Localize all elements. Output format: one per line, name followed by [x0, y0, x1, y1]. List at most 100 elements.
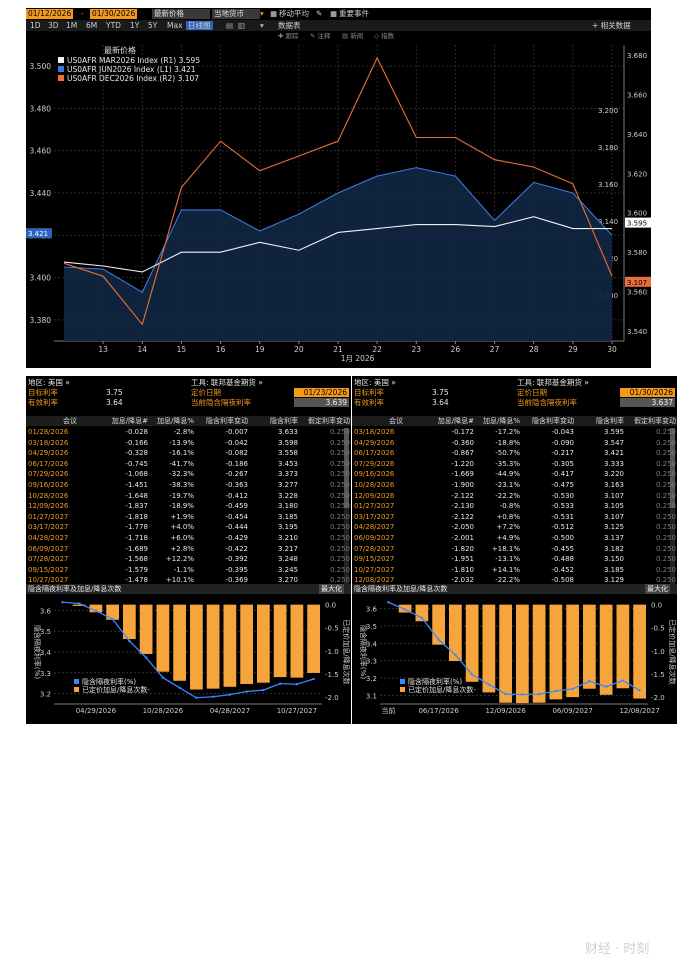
hike-bar[interactable] — [532, 604, 546, 703]
hike-bar[interactable] — [415, 604, 429, 622]
column-header[interactable]: 隐含利率变动 — [532, 417, 574, 425]
hike-bar[interactable] — [156, 604, 170, 672]
column-header[interactable]: 会议 — [63, 417, 77, 425]
table-row[interactable]: 09/15/2027 -1.951 -13.1% -0.488 3.150 0.250 — [352, 554, 677, 565]
hike-bar[interactable] — [173, 604, 186, 681]
data-table-button[interactable]: 数据表 — [278, 21, 301, 30]
maximize-button[interactable]: 最大化 — [645, 584, 670, 594]
period-button[interactable]: 6M — [86, 21, 98, 30]
table-row[interactable]: 07/29/2026 -1.068 -32.3% -0.267 3.373 0.250 — [26, 469, 351, 480]
table-row[interactable]: 12/08/2027 -2.032 -22.2% -0.508 3.129 0.250 — [352, 575, 677, 586]
field-select[interactable]: 最新价格 — [152, 9, 210, 19]
region-link[interactable]: 地区: 美国 » — [354, 378, 396, 387]
rate-point[interactable] — [387, 601, 390, 604]
rate-point[interactable] — [504, 692, 507, 696]
pricing-date-input[interactable]: 01/30/2026 — [620, 388, 675, 397]
rate-point[interactable] — [521, 693, 524, 696]
currency-select[interactable]: 当地货币 — [212, 9, 260, 19]
implied-rate-chart[interactable]: 3.2 3.3 3.4 3.5 3.6 0.0 -0.5 -1.0 -1.5 -2.0 04/29/… — [26, 594, 351, 724]
implied-rate-line[interactable] — [62, 601, 314, 699]
table-row[interactable]: 07/28/2027 -1.820 +18.1% -0.455 3.182 0.250 — [352, 544, 677, 555]
hike-bar[interactable] — [465, 604, 479, 682]
checkbox-icon[interactable]: ■ — [330, 9, 338, 18]
rate-point[interactable] — [487, 683, 491, 686]
rate-point[interactable] — [262, 688, 265, 692]
rate-point[interactable] — [420, 616, 424, 620]
hike-bar[interactable] — [106, 604, 119, 620]
series-line-mar2026[interactable] — [63, 216, 612, 273]
rate-point[interactable] — [571, 687, 574, 691]
table-row[interactable]: 10/28/2026 -1.900 -23.1% -0.475 3.163 0.250 — [352, 480, 677, 491]
rate-point[interactable] — [604, 685, 608, 688]
rate-point[interactable] — [144, 656, 148, 659]
implied-rate-line[interactable] — [388, 601, 640, 696]
start-date-input[interactable]: 01/12/2026 — [26, 9, 74, 19]
track-button[interactable]: ✚ 跟踪 — [278, 32, 299, 40]
news-button[interactable]: ▤ 新闻 — [342, 32, 364, 40]
table-row[interactable]: 09/15/2027 -1.579 -1.1% -0.395 3.245 0.250 — [26, 565, 351, 576]
rate-point[interactable] — [554, 689, 558, 693]
hike-bar[interactable] — [273, 604, 287, 678]
region-link[interactable]: 地区: 美国 » — [28, 378, 70, 387]
rate-point[interactable] — [638, 689, 641, 692]
rate-point[interactable] — [128, 639, 131, 643]
hike-bar[interactable] — [583, 604, 596, 689]
hike-bar[interactable] — [190, 604, 203, 690]
period-button[interactable]: 1Y — [130, 21, 140, 30]
rate-point[interactable] — [111, 617, 114, 621]
scrollbar[interactable] — [670, 428, 675, 584]
rate-point[interactable] — [437, 638, 440, 641]
rate-point[interactable] — [295, 683, 299, 686]
table-row[interactable]: 06/17/2026 -0.867 -50.7% -0.217 3.421 0.250 — [352, 448, 677, 459]
table-row[interactable]: 04/28/2027 -1.718 +6.0% -0.429 3.210 0.250 — [26, 533, 351, 544]
table-row[interactable]: 01/28/2026 -0.028 -2.8% -0.007 3.633 0.250 — [26, 427, 351, 438]
column-header[interactable]: 假定利率变动 — [308, 417, 350, 425]
hike-bar[interactable] — [89, 604, 103, 613]
rate-point[interactable] — [77, 602, 81, 605]
table-row[interactable]: 10/27/2027 -1.478 +10.1% -0.369 3.270 0.250 — [26, 575, 351, 586]
legend-entry[interactable]: US0AFR JUN2026 Index (L1) 3.421 — [67, 65, 196, 74]
table-row[interactable]: 01/27/2027 -2.130 -0.8% -0.533 3.105 0.250 — [352, 501, 677, 512]
hike-bar[interactable] — [482, 604, 496, 693]
period-button[interactable]: 1M — [66, 21, 78, 30]
rate-point[interactable] — [94, 609, 98, 613]
table-row[interactable]: 04/29/2026 -0.328 -16.1% -0.082 3.558 0.250 — [26, 448, 351, 459]
rate-point[interactable] — [470, 673, 474, 676]
table-row[interactable]: 04/29/2026 -0.360 -18.8% -0.090 3.547 0.250 — [352, 438, 677, 449]
table-row[interactable]: 03/17/2027 -2.122 +0.8% -0.531 3.107 0.250 — [352, 512, 677, 523]
hike-bar[interactable] — [307, 604, 320, 673]
rate-point[interactable] — [211, 695, 215, 698]
column-header[interactable]: 加息/降息# — [437, 417, 474, 425]
pencil-icon[interactable]: ✎ — [316, 9, 323, 18]
hike-bar[interactable] — [516, 604, 529, 704]
legend-entry[interactable]: US0AFR DEC2026 Index (R2) 3.107 — [67, 74, 199, 83]
chart-type-select[interactable]: 日线图 — [186, 21, 213, 30]
related-data-button[interactable]: + 相关数据 — [592, 21, 631, 30]
pricing-date-input[interactable]: 01/23/2026 — [294, 388, 349, 397]
period-button[interactable]: Max — [167, 21, 183, 30]
table-row[interactable]: 07/29/2026 -1.220 -35.3% -0.305 3.333 0.250 — [352, 459, 677, 470]
scrollbar[interactable] — [344, 428, 349, 584]
hike-bar[interactable] — [616, 604, 630, 689]
table-row[interactable]: 03/18/2026 -0.172 -17.2% -0.043 3.595 0.250 — [352, 427, 677, 438]
table-row[interactable]: 03/17/2027 -1.778 +4.0% -0.444 3.195 0.250 — [26, 522, 351, 533]
column-header[interactable]: 假定利率变动 — [634, 417, 676, 425]
table-row[interactable]: 06/17/2026 -0.745 -41.7% -0.186 3.453 0.250 — [26, 459, 351, 470]
table-row[interactable]: 12/09/2026 -1.837 -18.9% -0.459 3.180 0.250 — [26, 501, 351, 512]
hike-bar[interactable] — [72, 604, 86, 606]
hike-bar[interactable] — [206, 604, 220, 689]
rate-point[interactable] — [178, 686, 181, 689]
rate-point[interactable] — [61, 601, 64, 604]
rate-point[interactable] — [312, 677, 315, 681]
moving-average-toggle[interactable]: 移动平均 — [279, 9, 309, 18]
table-row[interactable]: 10/28/2026 -1.648 -19.7% -0.412 3.228 0.250 — [26, 491, 351, 502]
hike-bar[interactable] — [499, 604, 512, 703]
column-header[interactable]: 加息/降息# — [111, 417, 148, 425]
checkbox-icon[interactable]: ■ — [270, 9, 278, 18]
end-date-input[interactable]: 01/30/2026 — [90, 9, 138, 19]
menu-icon[interactable]: ▾ — [260, 21, 264, 30]
line-chart-icon[interactable]: ▤ — [226, 21, 234, 30]
period-button[interactable]: YTD — [106, 21, 121, 30]
column-header[interactable]: 隐含利率变动 — [206, 417, 248, 425]
rate-point[interactable] — [403, 608, 407, 611]
